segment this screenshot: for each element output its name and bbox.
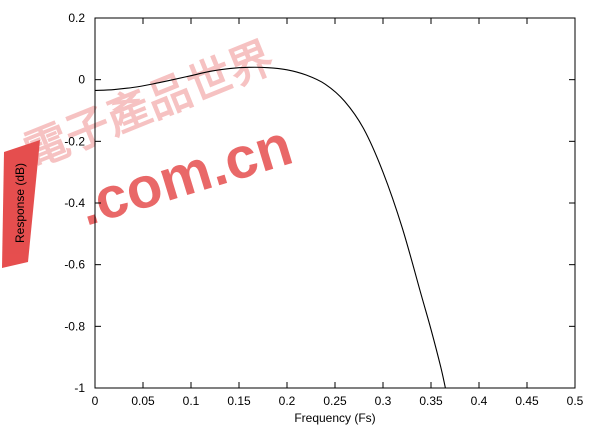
x-tick-label: 0	[92, 394, 99, 408]
watermark-logo: 電子產品世界 .com.cn	[2, 33, 299, 268]
x-tick-label: 0.4	[471, 394, 488, 408]
y-tick-label: 0.2	[68, 11, 85, 25]
x-tick-label: 0.25	[323, 394, 347, 408]
x-tick-label: 0.3	[375, 394, 392, 408]
x-axis-ticks	[94, 18, 576, 388]
x-axis-title: Frequency (Fs)	[294, 411, 375, 425]
x-tick-label: 0.05	[131, 394, 155, 408]
y-axis-title: Response (dB)	[13, 163, 27, 243]
x-tick-label: 0.15	[227, 394, 251, 408]
x-tick-label: 0.35	[419, 394, 443, 408]
y-axis-tick-labels: 0.2 0 -0.2 -0.4 -0.6 -0.8 -1	[64, 11, 85, 395]
y-tick-label: -0.2	[64, 134, 85, 148]
y-tick-label: -1	[74, 381, 85, 395]
y-tick-label: -0.8	[64, 319, 85, 333]
y-tick-label: -0.6	[64, 258, 85, 272]
x-tick-label: 0.5	[567, 394, 584, 408]
y-axis-ticks	[95, 17, 575, 389]
watermark-red-bar-icon	[2, 140, 40, 268]
x-tick-label: 0.45	[515, 394, 539, 408]
x-axis-tick-labels: 0 0.05 0.1 0.15 0.2 0.25 0.3 0.35 0.4 0.45 0.5	[92, 394, 584, 408]
y-tick-label: -0.4	[64, 196, 85, 210]
x-tick-label: 0.2	[279, 394, 296, 408]
y-tick-label: 0	[78, 73, 85, 87]
response-curve	[94, 66, 446, 389]
x-tick-label: 0.1	[183, 394, 200, 408]
